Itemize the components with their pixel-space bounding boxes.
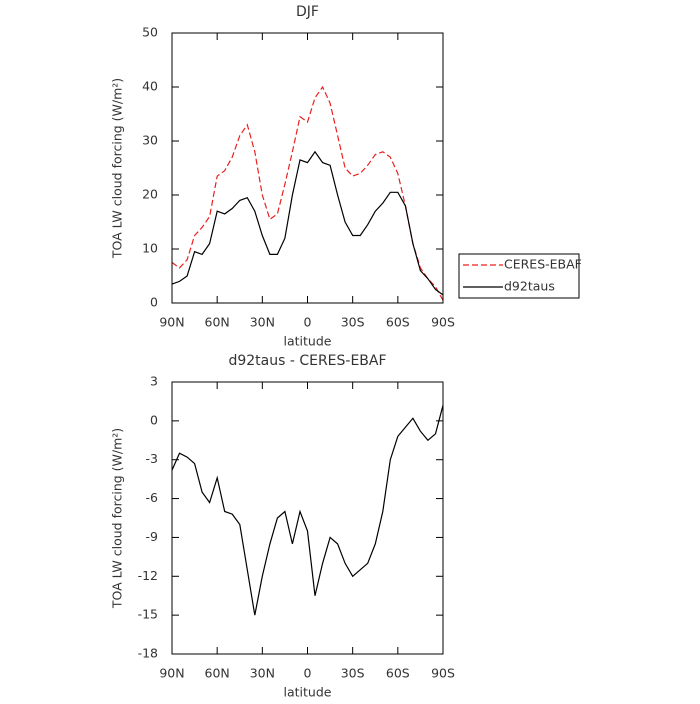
- x-tick-label: 90S: [431, 315, 455, 330]
- x-tick-label: 60S: [386, 666, 410, 681]
- y-tick-label: -15: [138, 607, 158, 622]
- x-tick-label: 60S: [386, 315, 410, 330]
- y-tick-label: 3: [150, 374, 158, 389]
- x-tick-label: 30N: [250, 315, 275, 330]
- data-line: [171, 405, 444, 616]
- y-tick-label: 40: [142, 79, 158, 94]
- x-tick-label: 60N: [205, 315, 230, 330]
- x-tick-label: 90N: [159, 666, 184, 681]
- y-tick-label: -12: [138, 568, 158, 583]
- data-line: [171, 85, 444, 301]
- y-axis-label: TOA LW cloud forcing (W/m²): [110, 428, 125, 609]
- y-tick-label: 10: [142, 241, 158, 256]
- y-tick-label: 0: [150, 412, 158, 427]
- y-tick-label: 30: [142, 133, 158, 148]
- x-tick-label: 30N: [250, 666, 275, 681]
- x-tick-label: 90S: [431, 666, 455, 681]
- chart-title: DJF: [296, 4, 319, 20]
- chart-title: d92taus - CERES-EBAF: [228, 353, 386, 369]
- x-axis-label: latitude: [284, 685, 332, 700]
- y-tick-label: -3: [146, 451, 158, 466]
- y-tick-label: -6: [146, 490, 159, 505]
- y-tick-label: -18: [138, 646, 158, 661]
- y-tick-label: 50: [142, 25, 158, 40]
- data-line: [171, 150, 444, 296]
- x-axis-label: latitude: [284, 334, 332, 349]
- x-tick-label: 0: [304, 315, 312, 330]
- y-tick-label: -9: [146, 529, 159, 544]
- legend-box: [458, 253, 580, 299]
- plot-frame: [171, 32, 444, 304]
- legend-label: d92taus: [504, 279, 555, 294]
- y-tick-label: 20: [142, 187, 158, 202]
- y-tick-label: 0: [150, 295, 158, 310]
- y-axis-label: TOA LW cloud forcing (W/m²): [110, 78, 125, 259]
- plot-frame: [171, 381, 444, 655]
- x-tick-label: 30S: [341, 666, 365, 681]
- x-tick-label: 30S: [341, 315, 365, 330]
- x-tick-label: 60N: [205, 666, 230, 681]
- x-tick-label: 90N: [159, 315, 184, 330]
- x-tick-label: 0: [304, 666, 312, 681]
- legend-label: CERES-EBAF: [504, 257, 582, 272]
